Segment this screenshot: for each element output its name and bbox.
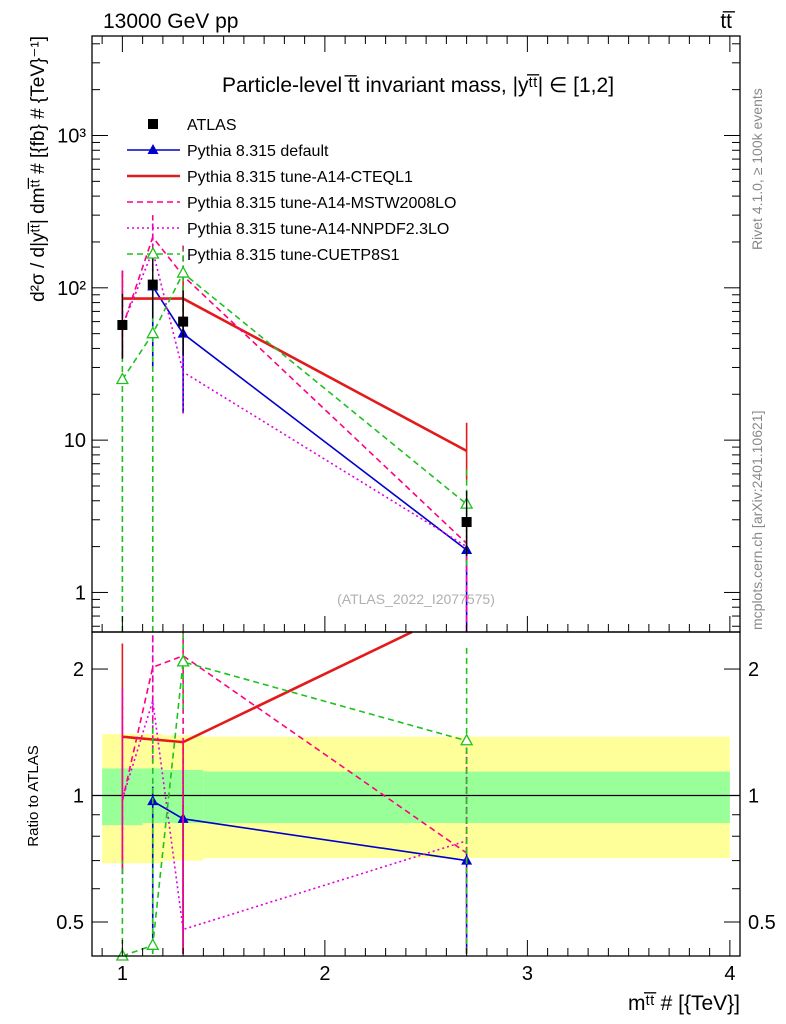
process-label: tt̅ bbox=[720, 10, 736, 33]
rivet-label: Rivet 4.1.0, ≥ 100k events bbox=[749, 88, 765, 250]
data-point-atlas bbox=[461, 517, 472, 528]
series-line-ratio bbox=[122, 630, 413, 744]
series-line-ratio bbox=[122, 660, 467, 957]
tick-label-main: 10² bbox=[57, 278, 86, 300]
tick-label-main: 1 bbox=[75, 582, 86, 604]
ratio-bands bbox=[102, 734, 730, 864]
legend-label: Pythia 8.315 default bbox=[187, 143, 329, 160]
tick-label-ratio-right: 1 bbox=[748, 786, 759, 808]
ratio-axis-label: Ratio to ATLAS bbox=[25, 745, 42, 846]
x-axis-label: mᵗ̅ᵗ # [{TeV}] bbox=[628, 992, 740, 1015]
series-atlas bbox=[117, 253, 472, 556]
series-line-ratio bbox=[121, 700, 467, 931]
tick-label-main: 10 bbox=[64, 430, 86, 452]
legend-label: ATLAS bbox=[187, 117, 237, 134]
data-point-ratio bbox=[176, 654, 190, 667]
legend-label: Pythia 8.315 tune-A14-NNPDF2.3LO bbox=[187, 221, 449, 238]
tick-label-ratio-right: 2 bbox=[748, 659, 759, 681]
legend-marker bbox=[146, 246, 160, 259]
ratio-panel-frame bbox=[91, 631, 741, 957]
tick-label-x: 1 bbox=[117, 963, 128, 985]
series-line-main bbox=[152, 286, 468, 551]
data-point-atlas bbox=[178, 316, 189, 327]
legend-label: Pythia 8.315 tune-CUETP8S1 bbox=[187, 247, 400, 264]
series-layer bbox=[115, 215, 474, 961]
data-point-main bbox=[176, 265, 190, 278]
tick-label-ratio-left: 2 bbox=[73, 659, 84, 681]
data-point-main bbox=[115, 372, 129, 385]
axis-ticks: 1 10 10² 10³ 0.5 0.5 1 1 2 2 1 2 3 4 bbox=[56, 36, 776, 985]
series-line-main bbox=[122, 297, 468, 453]
legend-item-default: Pythia 8.315 default bbox=[127, 143, 329, 160]
tick-label-main: 10³ bbox=[57, 125, 86, 147]
legend-item-cteql1: Pythia 8.315 tune-A14-CTEQL1 bbox=[127, 169, 413, 186]
tick-label-ratio-left: 0.5 bbox=[56, 912, 84, 934]
legend-marker-atlas bbox=[148, 119, 158, 129]
series-line-ratio bbox=[121, 654, 468, 854]
tick-label-ratio-right: 0.5 bbox=[748, 912, 776, 934]
tick-label-x: 2 bbox=[319, 963, 330, 985]
energy-label: 13000 GeV pp bbox=[103, 10, 238, 33]
data-point-ratio bbox=[146, 937, 160, 950]
series-line-main bbox=[121, 235, 468, 544]
y-axis-label: d²σ / d|yᵗ̅ᵗ| dmᵗ̅ᵗ # [{fb} # {TeV}⁻¹] bbox=[28, 36, 49, 302]
tick-label-x: 4 bbox=[724, 963, 735, 985]
legend-item-atlas: ATLAS bbox=[148, 117, 237, 134]
series-line-main bbox=[121, 271, 468, 505]
series-line-main bbox=[121, 248, 468, 548]
tick-label-x: 3 bbox=[522, 963, 533, 985]
legend-item-nnpdf: Pythia 8.315 tune-A14-NNPDF2.3LO bbox=[127, 221, 449, 238]
mcplots-label: mcplots.cern.ch [arXiv:2401.10621] bbox=[749, 411, 765, 630]
watermark: (ATLAS_2022_I2077575) bbox=[337, 591, 495, 607]
chart-title: Particle-level t̅t invariant mass, |yᵗ̅ᵗ… bbox=[222, 74, 614, 97]
legend-item-mstw: Pythia 8.315 tune-A14-MSTW2008LO bbox=[127, 195, 456, 212]
tick-label-ratio-left: 1 bbox=[73, 786, 84, 808]
legend-label: Pythia 8.315 tune-A14-CTEQL1 bbox=[187, 169, 413, 186]
data-point-ratio bbox=[460, 733, 474, 746]
legend: ATLAS Pythia 8.315 default Pythia 8.315 tu… bbox=[127, 117, 456, 264]
data-point-atlas bbox=[147, 279, 158, 290]
legend-marker bbox=[147, 144, 159, 154]
legend-label: Pythia 8.315 tune-A14-MSTW2008LO bbox=[187, 195, 456, 212]
data-point-main bbox=[146, 326, 160, 339]
legend-item-cuetp: Pythia 8.315 tune-CUETP8S1 bbox=[127, 246, 400, 264]
series-cuetp bbox=[115, 248, 474, 961]
data-point-atlas bbox=[117, 319, 128, 330]
